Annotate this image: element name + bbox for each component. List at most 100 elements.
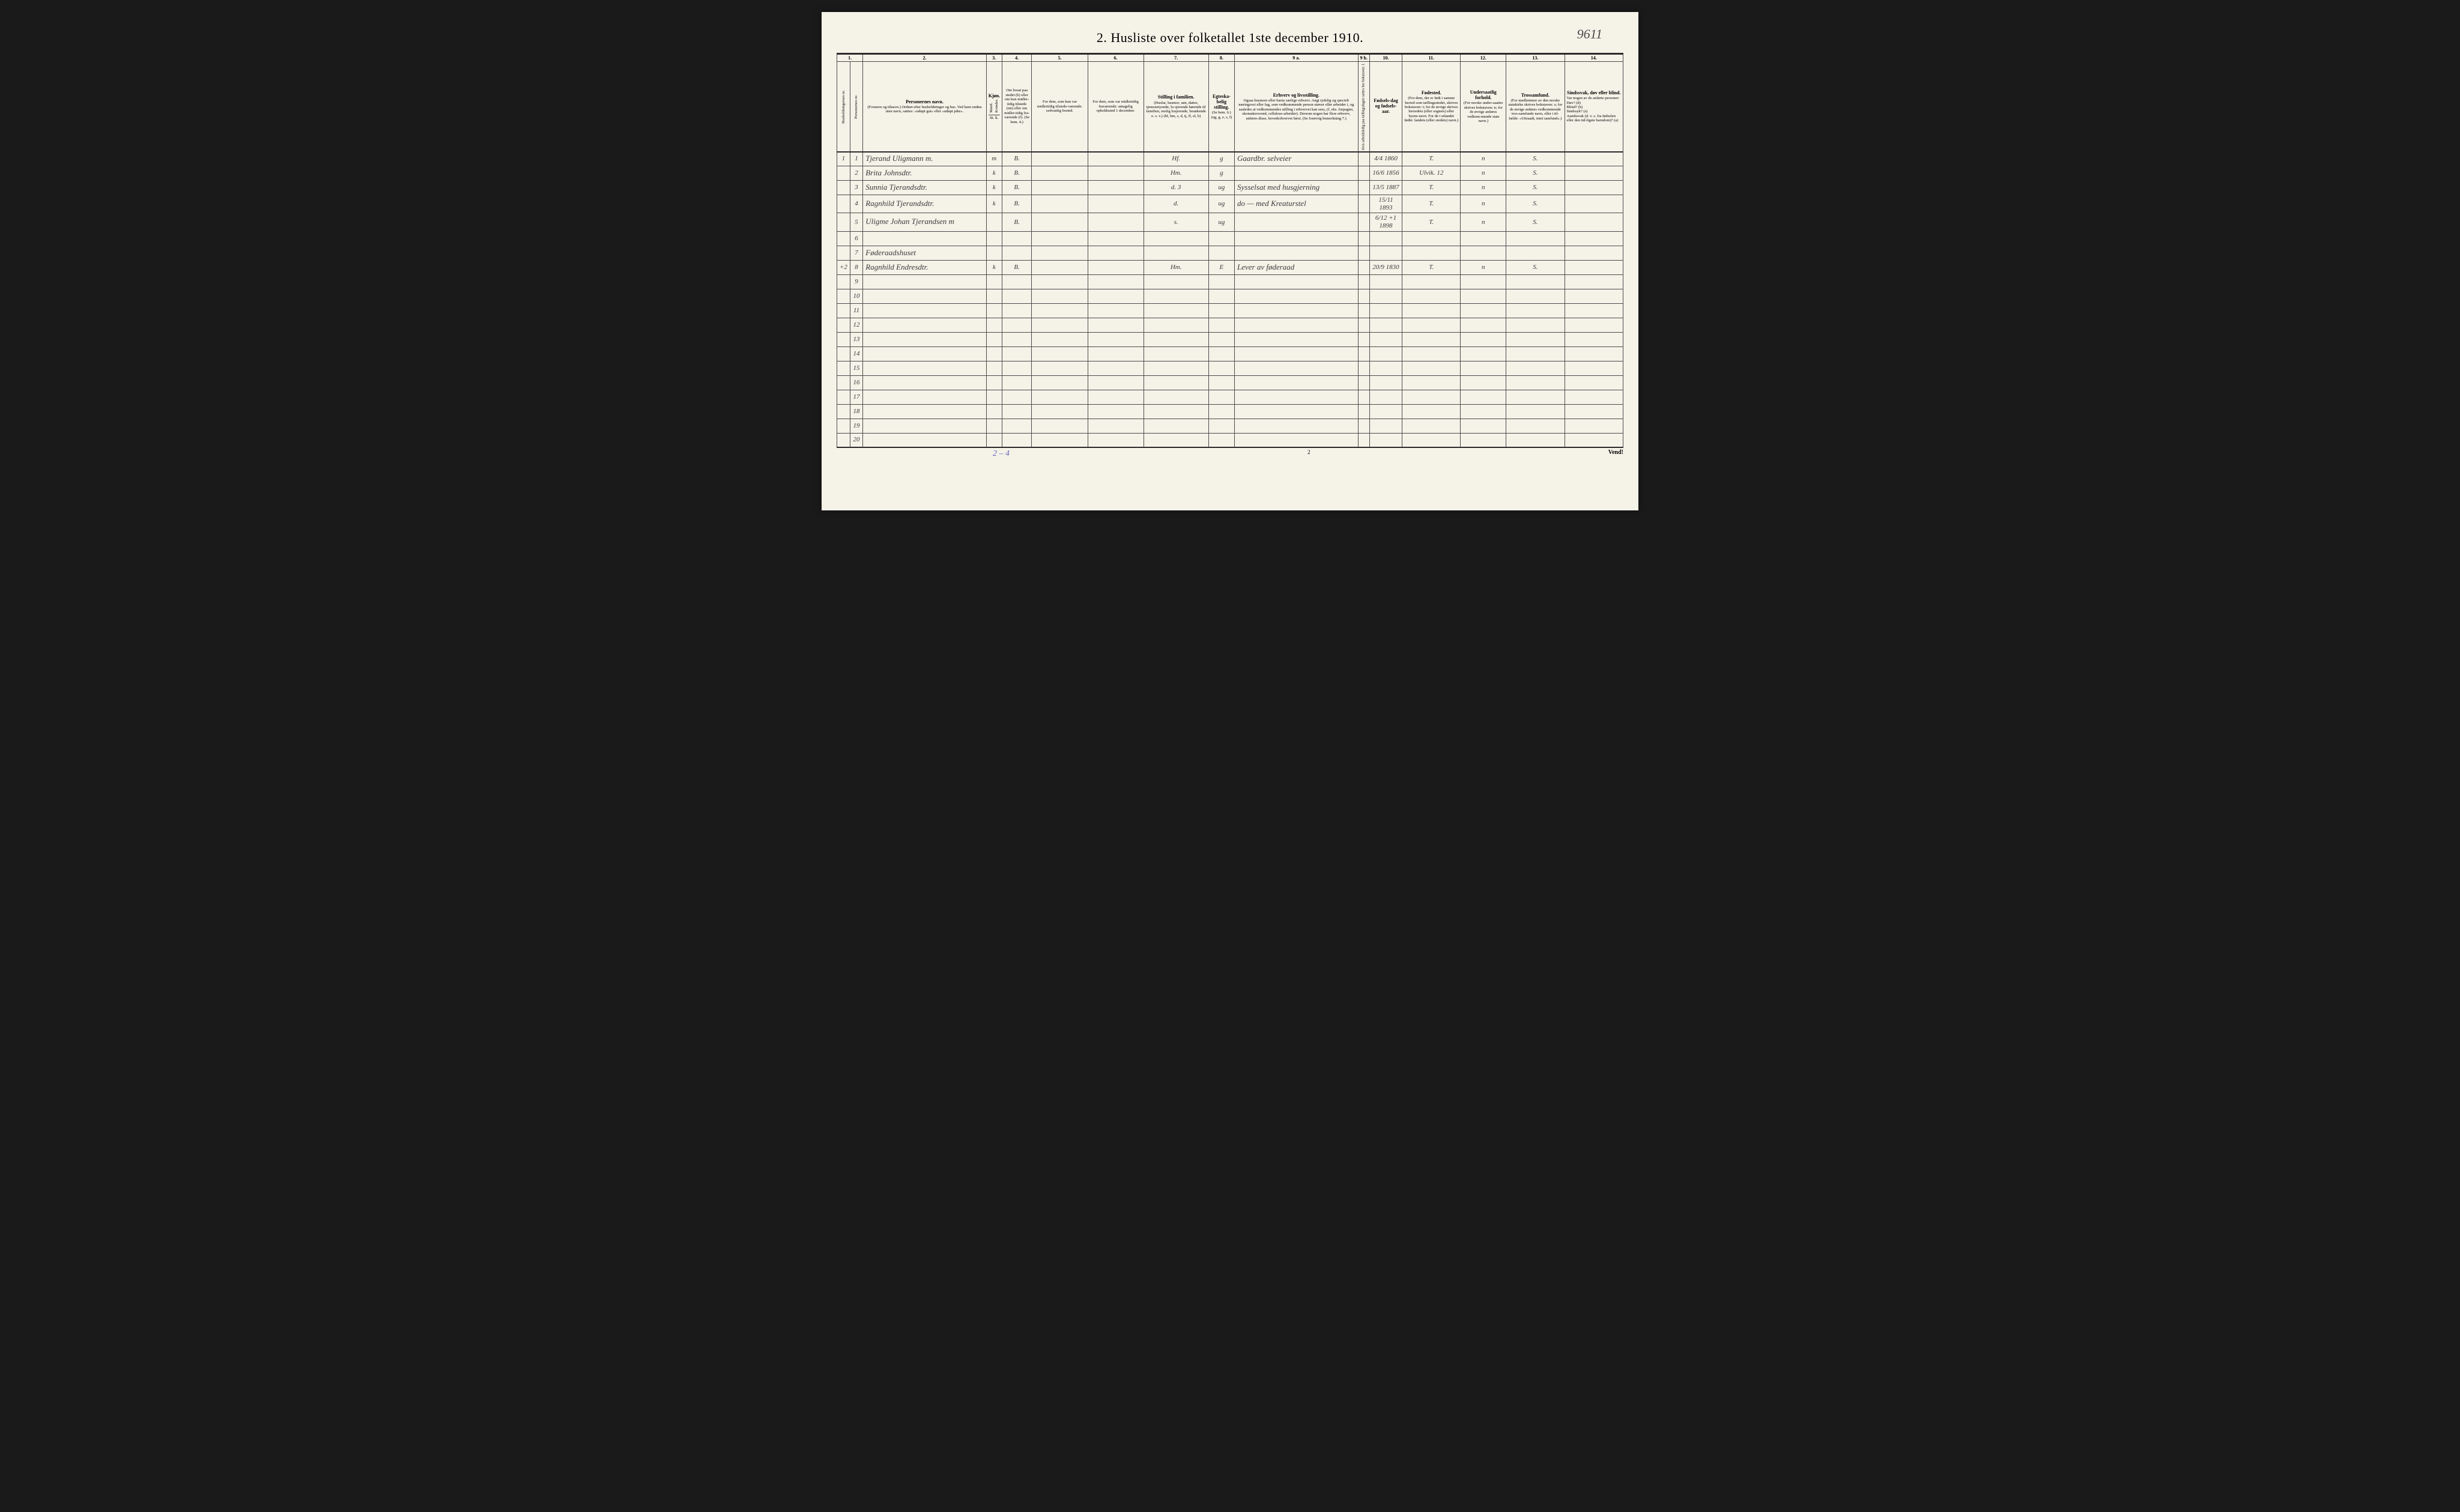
cell-person-nr: 10: [850, 289, 863, 303]
cell-fdato: [1369, 346, 1402, 361]
header-c5-body: For dem, som kun var midlertidig tilsted…: [1034, 100, 1085, 113]
cell-hushold-nr: [837, 404, 850, 419]
cell-fdato: 15/11 1893: [1369, 195, 1402, 213]
cell-name: [863, 332, 987, 346]
cell-under: [1461, 361, 1506, 375]
cell-under: [1461, 246, 1506, 260]
cell-person-nr: 1: [850, 152, 863, 166]
cell-egte: [1208, 361, 1234, 375]
cell-hushold-nr: [837, 181, 850, 195]
cell-c5: [1032, 246, 1088, 260]
cell-c6: [1088, 289, 1144, 303]
cell-person-nr: 3: [850, 181, 863, 195]
tally-mark: 2 – 4: [993, 449, 1010, 459]
colnum-12: 12.: [1461, 54, 1506, 62]
cell-stilling: [1144, 231, 1208, 246]
table-row: 20: [837, 433, 1623, 447]
table-row: 15: [837, 361, 1623, 375]
cell-person-nr: 7: [850, 246, 863, 260]
header-c14-title: Sindssvak, døv eller blind.: [1567, 90, 1622, 95]
colnum-9b: 9 b.: [1358, 54, 1369, 62]
cell-bosat: [1002, 375, 1032, 390]
cell-erhverv: [1234, 318, 1358, 332]
cell-hushold-nr: [837, 346, 850, 361]
cell-c14: [1565, 346, 1623, 361]
cell-stilling: s.: [1144, 213, 1208, 231]
cell-c9b: [1358, 274, 1369, 289]
cell-c5: [1032, 152, 1088, 166]
cell-tros: [1506, 274, 1565, 289]
cell-person-nr: 4: [850, 195, 863, 213]
cell-fsted: [1402, 404, 1461, 419]
cell-name: [863, 419, 987, 433]
cell-erhverv: Sysselsat med husgjerning: [1234, 181, 1358, 195]
cell-person-nr: 16: [850, 375, 863, 390]
cell-c14: [1565, 213, 1623, 231]
cell-person-nr: 17: [850, 390, 863, 404]
cell-person-nr: 20: [850, 433, 863, 447]
header-c7-title: Stilling i familien.: [1146, 94, 1207, 100]
cell-erhverv: [1234, 231, 1358, 246]
header-c11-body: (For dem, der er født i samme herred som…: [1404, 96, 1458, 123]
cell-hushold-nr: [837, 433, 850, 447]
header-stilling-fam: Stilling i familien. (Husfar, husmor, sø…: [1144, 62, 1208, 152]
cell-under: [1461, 404, 1506, 419]
cell-egte: [1208, 318, 1234, 332]
cell-person-nr: 13: [850, 332, 863, 346]
cell-c5: [1032, 260, 1088, 274]
header-c11-title: Fødested.: [1404, 90, 1458, 95]
cell-tros: [1506, 318, 1565, 332]
cell-bosat: B.: [1002, 195, 1032, 213]
cell-fdato: [1369, 303, 1402, 318]
cell-c14: [1565, 375, 1623, 390]
table-row: 10: [837, 289, 1623, 303]
cell-name: [863, 289, 987, 303]
header-c13-body: (For medlemmer av den norske statskirke …: [1508, 98, 1562, 121]
cell-name: [863, 346, 987, 361]
cell-erhverv: [1234, 166, 1358, 181]
cell-egte: [1208, 419, 1234, 433]
cell-name: Tjerand Uligmann m.: [863, 152, 987, 166]
cell-mk: [986, 303, 1002, 318]
cell-bosat: [1002, 404, 1032, 419]
census-page: 9611 2. Husliste over folketallet 1ste d…: [822, 12, 1638, 510]
cell-person-nr: 14: [850, 346, 863, 361]
cell-mk: k: [986, 181, 1002, 195]
cell-stilling: [1144, 390, 1208, 404]
cell-fdato: [1369, 318, 1402, 332]
header-egte: Egteska-belig stilling. (Se bem. 6.) (ug…: [1208, 62, 1234, 152]
cell-c6: [1088, 346, 1144, 361]
cell-hushold-nr: +2: [837, 260, 850, 274]
footer-page-number: 2: [1010, 449, 1608, 459]
cell-mk: [986, 419, 1002, 433]
cell-under: [1461, 303, 1506, 318]
cell-stilling: d. 3: [1144, 181, 1208, 195]
cell-hushold-nr: 1: [837, 152, 850, 166]
cell-mk: [986, 346, 1002, 361]
cell-mk: [986, 318, 1002, 332]
cell-tros: S.: [1506, 152, 1565, 166]
cell-tros: S.: [1506, 260, 1565, 274]
header-kjon: Kjøn. Mand. Kvinder. m. k.: [986, 62, 1002, 152]
cell-c6: [1088, 390, 1144, 404]
cell-stilling: Hf.: [1144, 152, 1208, 166]
header-c6-body: For dem, som var midlertidig fraværende:…: [1090, 100, 1142, 113]
cell-c6: [1088, 231, 1144, 246]
header-bosat: Om bosat paa stedet (b) eller om kun mid…: [1002, 62, 1032, 152]
table-row: 16: [837, 375, 1623, 390]
header-c9a-body: Ogsaa husmors eller barns særlige erhver…: [1237, 98, 1356, 121]
header-navn-title: Personernes navn.: [865, 99, 984, 104]
table-row: 17: [837, 390, 1623, 404]
cell-c9b: [1358, 346, 1369, 361]
cell-person-nr: 12: [850, 318, 863, 332]
cell-c9b: [1358, 361, 1369, 375]
cell-hushold-nr: [837, 332, 850, 346]
cell-hushold-nr: [837, 361, 850, 375]
cell-c6: [1088, 318, 1144, 332]
cell-fdato: 4/4 1860: [1369, 152, 1402, 166]
cell-c5: [1032, 195, 1088, 213]
cell-erhverv: [1234, 433, 1358, 447]
header-kjon-mk: m. k.: [989, 115, 1000, 120]
cell-egte: g: [1208, 152, 1234, 166]
header-c10-title: Fødsels-dag og fødsels-aar.: [1372, 98, 1400, 115]
